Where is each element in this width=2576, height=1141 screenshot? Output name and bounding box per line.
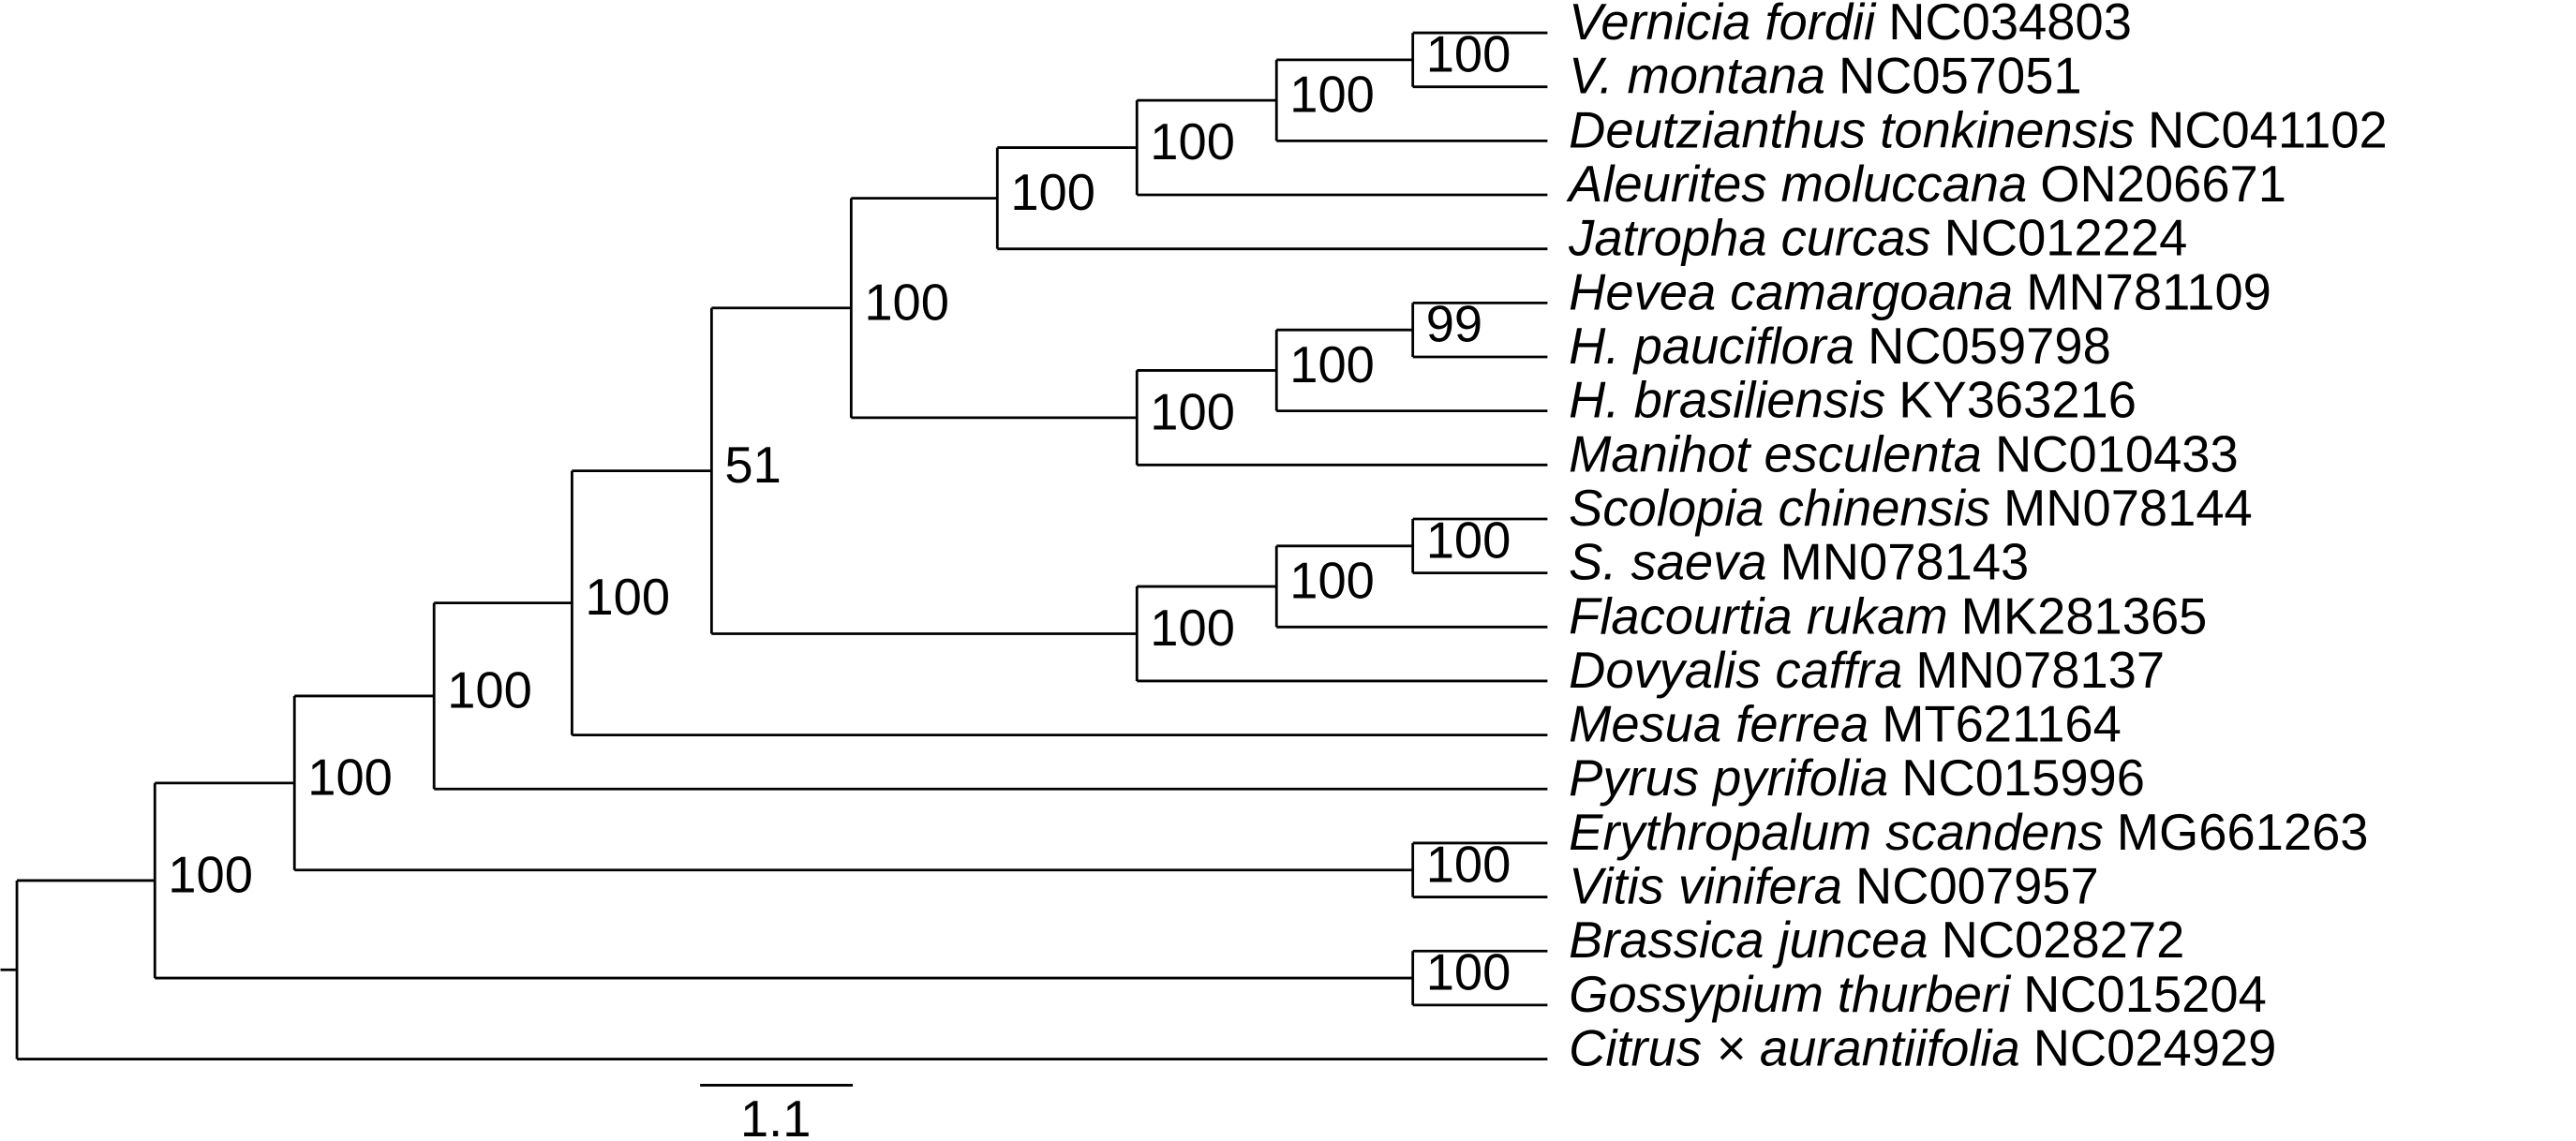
taxon-accession: NC015996 xyxy=(1901,750,2145,808)
taxon-name: Mesua ferrea xyxy=(1569,696,1869,753)
support-value: 100 xyxy=(168,847,253,904)
taxon-accession: NC010433 xyxy=(1995,426,2239,483)
taxon-accession: MN078137 xyxy=(1915,642,2165,699)
taxon-accession: NC059798 xyxy=(1868,318,2111,375)
taxon-label: Aleurites moluccana ON206671 xyxy=(1566,156,2286,213)
taxon-label: Mesua ferrea MT621164 xyxy=(1569,696,2122,753)
taxon-name: Flacourtia rukam xyxy=(1569,588,1947,645)
taxon-name: Gossypium thurberi xyxy=(1569,966,2012,1023)
taxon-name: Manihot esculenta xyxy=(1569,426,1982,483)
taxon-name: Deutzianthus tonkinensis xyxy=(1569,102,2135,159)
support-value: 100 xyxy=(1150,600,1235,657)
taxon-name: H. brasiliensis xyxy=(1569,372,1885,429)
taxon-label: Vitis vinifera NC007957 xyxy=(1569,858,2099,915)
taxon-accession: NC015204 xyxy=(2023,966,2267,1023)
support-value: 100 xyxy=(1426,25,1511,82)
scale-bar-label: 1.1 xyxy=(740,1090,812,1141)
taxon-name: S. saeva xyxy=(1569,534,1766,591)
taxon-accession: NC007957 xyxy=(1855,858,2099,915)
support-value: 100 xyxy=(1010,164,1095,221)
taxon-name: V. montana xyxy=(1569,48,1825,105)
taxon-label: H. pauciflora NC059798 xyxy=(1569,318,2111,375)
taxon-label: Vernicia fordii NC034803 xyxy=(1569,0,2132,51)
taxon-label: Flacourtia rukam MK281365 xyxy=(1569,588,2207,645)
taxon-accession: NC041102 xyxy=(2148,102,2388,159)
taxon-accession: NC012224 xyxy=(1944,210,2188,267)
support-value: 100 xyxy=(1150,113,1235,170)
taxon-name: Vitis vinifera xyxy=(1569,858,1842,915)
taxon-label: H. brasiliensis KY363216 xyxy=(1569,372,2137,429)
taxon-name: H. pauciflora xyxy=(1569,318,1854,375)
support-value: 100 xyxy=(1289,336,1375,393)
taxon-label: V. montana NC057051 xyxy=(1569,48,2081,105)
taxon-label: Erythropalum scandens MG661263 xyxy=(1569,804,2368,861)
taxon-accession: MN781109 xyxy=(2026,264,2271,321)
support-value: 100 xyxy=(307,748,393,806)
taxon-label: Manihot esculenta NC010433 xyxy=(1569,426,2239,483)
support-value: 99 xyxy=(1426,296,1482,353)
support-value: 51 xyxy=(724,437,781,494)
taxon-label: Gossypium thurberi NC015204 xyxy=(1569,966,2267,1023)
taxon-accession: MT621164 xyxy=(1882,696,2122,753)
support-value: 100 xyxy=(864,274,949,331)
support-value: 100 xyxy=(1426,836,1511,893)
taxon-accession: MN078144 xyxy=(2003,480,2253,537)
support-value: 100 xyxy=(1150,383,1235,440)
support-value: 100 xyxy=(585,569,670,626)
taxon-label: Pyrus pyrifolia NC015996 xyxy=(1569,750,2145,808)
taxon-label: Brassica juncea NC028272 xyxy=(1569,912,2184,970)
taxon-name: Scolopia chinensis xyxy=(1569,480,1990,537)
taxon-name: Hevea camargoana xyxy=(1569,264,2013,321)
taxon-accession: MN078143 xyxy=(1780,534,2030,591)
taxon-name: Vernicia fordii xyxy=(1569,0,1877,51)
support-value: 100 xyxy=(1426,511,1511,569)
taxon-label: Scolopia chinensis MN078144 xyxy=(1569,480,2253,537)
taxon-label: Jatropha curcas NC012224 xyxy=(1568,210,2187,267)
taxon-name: Jatropha curcas xyxy=(1568,210,1930,267)
support-value: 100 xyxy=(1289,553,1375,610)
taxon-name: Brassica juncea xyxy=(1569,912,1928,970)
taxon-accession: NC028272 xyxy=(1942,912,2185,970)
taxon-accession: MG661263 xyxy=(2117,804,2369,861)
taxon-accession: NC034803 xyxy=(1888,0,2132,51)
taxon-accession: NC024929 xyxy=(2033,1020,2277,1077)
taxon-label: Deutzianthus tonkinensis NC041102 xyxy=(1569,102,2388,159)
support-value: 100 xyxy=(1426,944,1511,1001)
taxon-accession: NC057051 xyxy=(1839,48,2082,105)
taxon-name: Pyrus pyrifolia xyxy=(1569,750,1888,808)
support-value: 100 xyxy=(447,662,532,719)
taxon-accession: ON206671 xyxy=(2040,156,2286,213)
taxon-name: Dovyalis caffra xyxy=(1569,642,1902,699)
taxon-name: Citrus × aurantiifolia xyxy=(1569,1020,2020,1077)
taxon-label: S. saeva MN078143 xyxy=(1569,534,2029,591)
taxon-accession: MK281365 xyxy=(1961,588,2208,645)
taxon-accession: KY363216 xyxy=(1898,372,2137,429)
taxon-name: Erythropalum scandens xyxy=(1569,804,2104,861)
taxon-label: Dovyalis caffra MN078137 xyxy=(1569,642,2165,699)
support-value: 100 xyxy=(1289,67,1375,124)
taxon-label: Citrus × aurantiifolia NC024929 xyxy=(1569,1020,2276,1077)
taxon-name: Aleurites moluccana xyxy=(1566,156,2027,213)
taxon-label: Hevea camargoana MN781109 xyxy=(1569,264,2271,321)
